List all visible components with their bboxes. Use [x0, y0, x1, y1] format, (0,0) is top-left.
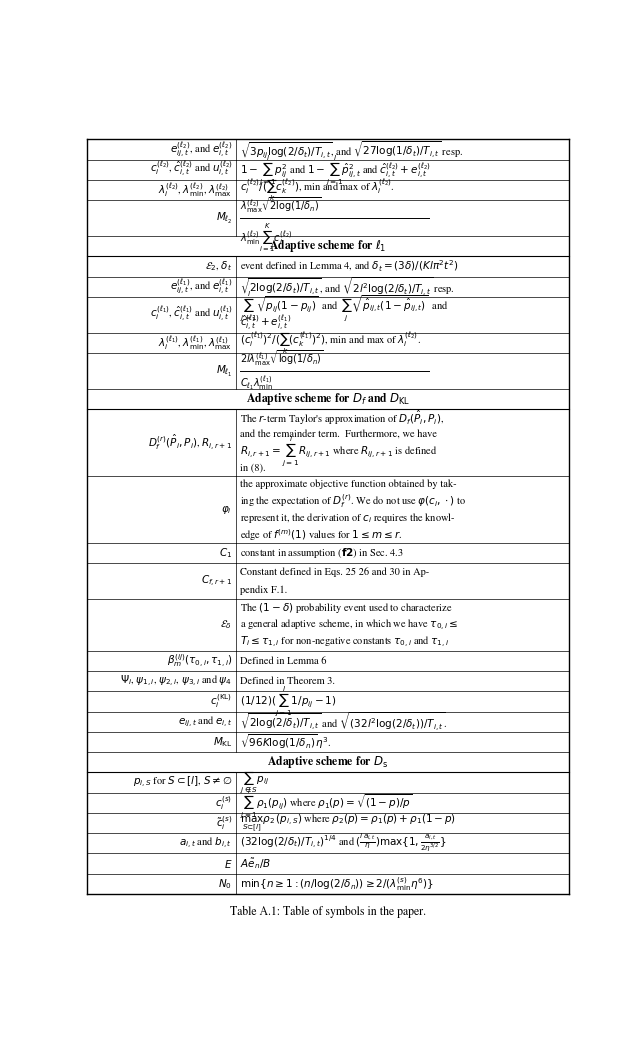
Text: $(32\log(2/\delta_t)/T_{i,t})^{1/4}$ and $(\frac{l\,a_{i,t}}{\eta})\max\{1, \fra: $(32\log(2/\delta_t)/T_{i,t})^{1/4}$ and… [240, 832, 447, 854]
Text: $(c^{(\ell_1)}_i)^2/(\sum_k (c^{(\ell_1)}_k)^2)$, min and max of $\lambda^{(\ell: $(c^{(\ell_1)}_i)^2/(\sum_k (c^{(\ell_1)… [240, 330, 421, 355]
Text: the approximate objective function obtained by tak-: the approximate objective function obtai… [240, 480, 457, 489]
Text: $A\tilde{e}_n/B$: $A\tilde{e}_n/B$ [240, 856, 271, 871]
Text: $1 - \sum_{j=1}^l p^2_{ij}$ and $1 - \sum_{j=1}^l \hat{p}^2_{ij,t}$ and $\hat{c}: $1 - \sum_{j=1}^l p^2_{ij}$ and $1 - \su… [240, 153, 431, 187]
Text: Defined in Lemma 6: Defined in Lemma 6 [240, 656, 326, 665]
Text: represent it, the derivation of $c_i$ requires the knowl-: represent it, the derivation of $c_i$ re… [240, 511, 456, 525]
Text: constant in assumption ($\mathbf{f2}$) in Sec. 4.3: constant in assumption ($\mathbf{f2}$) i… [240, 546, 404, 561]
Text: $\Psi_i$, $\psi_{1,i}$, $\psi_{2,i}$, $\psi_{3,i}$ and $\psi_4$: $\Psi_i$, $\psi_{1,i}$, $\psi_{2,i}$, $\… [120, 674, 232, 689]
Text: The $(1-\delta)$ probability event used to characterize: The $(1-\delta)$ probability event used … [240, 601, 452, 615]
Text: Table A.1: Table of symbols in the paper.: Table A.1: Table of symbols in the paper… [230, 907, 426, 918]
Text: $M_{\mathrm{KL}}$: $M_{\mathrm{KL}}$ [212, 735, 232, 749]
Text: The $r$-term Taylor's approximation of $D_f(\hat{P}_i, P_i)$,: The $r$-term Taylor's approximation of $… [240, 409, 444, 427]
Text: $C_1$: $C_1$ [219, 546, 232, 561]
Text: $\varphi_i$: $\varphi_i$ [221, 504, 232, 516]
Text: $e^{(\ell_1)}_{ij,t}$, and $e^{(\ell_1)}_{i,t}$: $e^{(\ell_1)}_{ij,t}$, and $e^{(\ell_1)}… [170, 278, 232, 296]
Text: Adaptive scheme for $D_{\mathrm{s}}$: Adaptive scheme for $D_{\mathrm{s}}$ [268, 755, 388, 770]
Text: $C_{f,r+1}$: $C_{f,r+1}$ [201, 574, 232, 589]
Text: $C_{\ell_1}\lambda^{(\ell_1)}_{\min}$: $C_{\ell_1}\lambda^{(\ell_1)}_{\min}$ [240, 374, 273, 392]
Text: $\beta^{(ij)}_m(\tau_{0,i}, \tau_{1,i})$: $\beta^{(ij)}_m(\tau_{0,i}, \tau_{1,i})$ [166, 653, 232, 670]
Text: $M_{\ell_2}$: $M_{\ell_2}$ [216, 211, 232, 225]
Text: a general adaptive scheme, in which we have $\tau_{0,i} \leq$: a general adaptive scheme, in which we h… [240, 617, 459, 633]
Text: event defined in Lemma 4, and $\delta_t = (3\delta)/(Kl\pi^2 t^2)$: event defined in Lemma 4, and $\delta_t … [240, 259, 459, 275]
Text: $\min\{n \geq 1 : (n/\log(2/\delta_n)) \geq 2/(\lambda^{(s)}_{\min}\eta^6)\}$: $\min\{n \geq 1 : (n/\log(2/\delta_n)) \… [240, 875, 434, 893]
Text: Constant defined in Eqs. 25 26 and 30 in Ap-: Constant defined in Eqs. 25 26 and 30 in… [240, 568, 429, 577]
Text: $R_{i,r+1} = \sum_{j=1}^l R_{ij,r+1}$ where $R_{ij,r+1}$ is defined: $R_{i,r+1} = \sum_{j=1}^l R_{ij,r+1}$ wh… [240, 434, 438, 467]
Text: and the remainder term.  Furthermore, we have: and the remainder term. Furthermore, we … [240, 430, 437, 439]
Text: $T_i \leq \tau_{1,i}$ for non-negative constants $\tau_{0,i}$ and $\tau_{1,i}$: $T_i \leq \tau_{1,i}$ for non-negative c… [240, 635, 449, 650]
Text: $c^{(\mathrm{KL})}_i$: $c^{(\mathrm{KL})}_i$ [211, 693, 232, 711]
Text: $\mathcal{E}_2$, $\delta_t$: $\mathcal{E}_2$, $\delta_t$ [205, 260, 232, 274]
Text: $p_{i,S}$ for $S \subset [l]$, $S \neq \emptyset$: $p_{i,S}$ for $S \subset [l]$, $S \neq \… [132, 774, 232, 790]
Text: in (8).: in (8). [240, 463, 266, 473]
Text: $c^{(s)}_i$: $c^{(s)}_i$ [215, 793, 232, 812]
Text: $\max_{S \subset [l]} \rho_2(p_{i,S})$ where $\rho_2(p) = \rho_1(p) + \rho_1(1-p: $\max_{S \subset [l]} \rho_2(p_{i,S})$ w… [240, 812, 456, 834]
Text: $\sqrt{2\log(2/\delta_t)/T_{i,t}}$, and $\sqrt{2l^2\log(2/\delta_t)/T_{i,t}}$ re: $\sqrt{2\log(2/\delta_t)/T_{i,t}}$, and … [240, 276, 455, 299]
Text: $\lambda^{(\ell_2)}_{\max}\sqrt{2\log(1/\delta_n)}$: $\lambda^{(\ell_2)}_{\max}\sqrt{2\log(1/… [240, 196, 322, 216]
Text: $\sqrt{96K\log(1/\delta_n)}\eta^3$.: $\sqrt{96K\log(1/\delta_n)}\eta^3$. [240, 733, 332, 751]
Text: $\lambda^{(\ell_2)}_{\min}\sum_{i=1}^K c^{(\ell_2)}_i$: $\lambda^{(\ell_2)}_{\min}\sum_{i=1}^K c… [240, 221, 292, 254]
Text: ing the expectation of $D^{(r)}_f$. We do not use $\varphi(c_i, \cdot)$ to: ing the expectation of $D^{(r)}_f$. We d… [240, 493, 466, 510]
Text: $\sum_{j=1}^l \sqrt{p_{ij}(1-p_{ij})}$  and  $\sum_j \sqrt{\hat{p}_{ij,t}(1-\hat: $\sum_{j=1}^l \sqrt{p_{ij}(1-p_{ij})}$ a… [240, 289, 449, 323]
Text: $\lambda^{(\ell_1)}_i$, $\lambda^{(\ell_1)}_{\min}$, $\lambda^{(\ell_1)}_{\max}$: $\lambda^{(\ell_1)}_i$, $\lambda^{(\ell_… [158, 334, 232, 352]
Text: $\tilde{c}^{(s)}_i$: $\tilde{c}^{(s)}_i$ [216, 814, 232, 832]
Text: $\mathcal{E}_\delta$: $\mathcal{E}_\delta$ [220, 618, 232, 632]
Text: Adaptive scheme for $\ell_1$: Adaptive scheme for $\ell_1$ [269, 238, 387, 255]
Text: $E$: $E$ [224, 857, 232, 870]
Text: $\hat{c}^{(\ell_1)}_{i,t} + e^{(\ell_1)}_{i,t}$: $\hat{c}^{(\ell_1)}_{i,t} + e^{(\ell_1)}… [240, 314, 291, 333]
Text: edge of $f^{(m)}(1)$ values for $1 \leq m \leq r$.: edge of $f^{(m)}(1)$ values for $1 \leq … [240, 527, 403, 543]
Text: $\sum_{j=1}^l \rho_1(p_{ij})$ where $\rho_1(p) = \sqrt{(1-p)/p}$: $\sum_{j=1}^l \rho_1(p_{ij})$ where $\rh… [240, 786, 413, 820]
Text: $N_0$: $N_0$ [218, 877, 232, 891]
Text: pendix F.1.: pendix F.1. [240, 586, 287, 595]
Text: $\sqrt{2\log(2/\delta_t)/T_{i,t}}$ and $\sqrt{(32l^2\log(2/\delta_t))/T_{i,t}}$.: $\sqrt{2\log(2/\delta_t)/T_{i,t}}$ and $… [240, 711, 447, 734]
Text: $\lambda^{(\ell_2)}_i$, $\lambda^{(\ell_2)}_{\min}$, $\lambda^{(\ell_2)}_{\max}$: $\lambda^{(\ell_2)}_i$, $\lambda^{(\ell_… [158, 181, 232, 199]
Text: $e^{(\ell_2)}_{ij,t}$, and $e^{(\ell_2)}_{i,t}$: $e^{(\ell_2)}_{ij,t}$, and $e^{(\ell_2)}… [170, 140, 232, 159]
Text: $2l\lambda^{(\ell_1)}_{\max}\sqrt{\log(1/\delta_n)}$: $2l\lambda^{(\ell_1)}_{\max}\sqrt{\log(1… [240, 349, 324, 368]
Text: $c^{(\ell_2)}_i/(\sum_k c^{(\ell_2)}_k)$, min and max of $\lambda^{(\ell_2)}_i$.: $c^{(\ell_2)}_i/(\sum_k c^{(\ell_2)}_k)$… [240, 177, 395, 203]
Text: $\sum_{j \in S} p_{ij}$: $\sum_{j \in S} p_{ij}$ [240, 769, 269, 795]
Text: Defined in Theorem 3.: Defined in Theorem 3. [240, 676, 335, 686]
Text: $c^{(\ell_2)}_i$, $\hat{c}^{(\ell_2)}_{i,t}$ and $u^{(\ell_2)}_{i,t}$: $c^{(\ell_2)}_i$, $\hat{c}^{(\ell_2)}_{i… [150, 160, 232, 179]
Text: Adaptive scheme for $D_f$ and $D_{\mathrm{KL}}$: Adaptive scheme for $D_f$ and $D_{\mathr… [246, 391, 410, 407]
Text: $M_{\ell_1}$: $M_{\ell_1}$ [216, 364, 232, 378]
Text: $e_{ij,t}$ and $e_{i,t}$: $e_{ij,t}$ and $e_{i,t}$ [178, 715, 232, 729]
Text: $(1/12)(\sum_{j=1}^l 1/p_{ij} - 1)$: $(1/12)(\sum_{j=1}^l 1/p_{ij} - 1)$ [240, 684, 337, 718]
Text: $c^{(\ell_1)}_i$, $\hat{c}^{(\ell_1)}_{i,t}$ and $u^{(\ell_1)}_{i,t}$: $c^{(\ell_1)}_i$, $\hat{c}^{(\ell_1)}_{i… [150, 305, 232, 325]
Text: $D^{(r)}_f(\hat{P}_i, P_i)$, $R_{i,r+1}$: $D^{(r)}_f(\hat{P}_i, P_i)$, $R_{i,r+1}$ [148, 433, 232, 453]
Text: $a_{i,t}$ and $b_{i,t}$: $a_{i,t}$ and $b_{i,t}$ [179, 835, 232, 851]
Text: $\sqrt{3p_{ij}\log(2/\delta_t)/T_{i,t}}$, and $\sqrt{27\log(1/\delta_t)/T_{i,t}}: $\sqrt{3p_{ij}\log(2/\delta_t)/T_{i,t}}$… [240, 139, 463, 160]
